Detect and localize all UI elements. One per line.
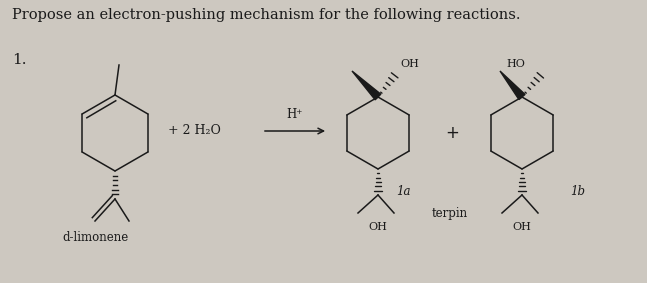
Text: HO: HO <box>506 59 525 69</box>
Text: Propose an electron-pushing mechanism for the following reactions.: Propose an electron-pushing mechanism fo… <box>12 8 520 22</box>
Text: +: + <box>445 124 459 142</box>
Text: d-limonene: d-limonene <box>62 231 128 244</box>
Text: OH: OH <box>512 222 531 232</box>
Text: terpin: terpin <box>432 207 468 220</box>
Text: + 2 H₂O: + 2 H₂O <box>168 125 221 138</box>
Text: 1b: 1b <box>570 185 585 198</box>
Text: OH: OH <box>369 222 388 232</box>
Text: 1a: 1a <box>396 185 410 198</box>
Polygon shape <box>352 71 381 100</box>
Text: H⁺: H⁺ <box>287 108 303 121</box>
Text: OH: OH <box>400 59 419 69</box>
Text: 1.: 1. <box>12 53 27 67</box>
Polygon shape <box>500 71 525 100</box>
